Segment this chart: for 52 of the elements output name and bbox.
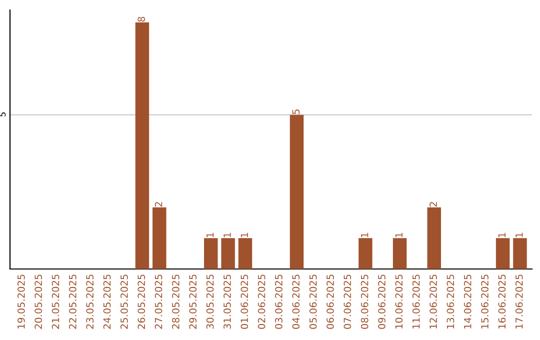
bar: [152, 207, 166, 269]
x-tick-label: 24.05.2025: [103, 274, 111, 329]
data-label: 1: [206, 232, 214, 238]
data-label: 8: [138, 16, 146, 22]
x-tick-label: 19.05.2025: [17, 274, 25, 328]
x-tick-label: 06.06.2025: [326, 274, 334, 329]
x-tick-label: 17.06.2025: [515, 274, 523, 328]
bar: [427, 207, 441, 269]
x-tick-label: 22.05.2025: [69, 274, 76, 329]
x-tick-label: 12.06.2025: [430, 274, 437, 328]
x-tick-label: 04.06.2025: [292, 274, 300, 329]
data-label: 2: [430, 202, 437, 207]
x-tick-label: 28.05.2025: [172, 274, 180, 329]
bar: [204, 238, 218, 269]
x-tick-label: 13.06.2025: [446, 274, 454, 328]
data-label: 1: [498, 232, 506, 238]
x-tick-label: 05.06.2025: [309, 274, 317, 329]
x-tick-label: 02.06.2025: [258, 274, 266, 329]
bar: [135, 22, 150, 269]
x-tick-label: 31.05.2025: [224, 274, 231, 329]
data-label: 1: [240, 232, 248, 238]
x-tick-label: 11.06.2025: [412, 274, 420, 328]
x-tick-label: 07.06.2025: [344, 274, 352, 329]
x-tick-label: 10.06.2025: [395, 274, 403, 328]
data-label: 1: [516, 232, 523, 238]
bar: [290, 114, 304, 269]
x-tick-label: 27.05.2025: [154, 274, 162, 329]
data-label: 1: [395, 232, 402, 238]
bar: [392, 238, 407, 269]
x-tick-label: 03.06.2025: [275, 274, 282, 329]
x-tick-label: 26.05.2025: [138, 274, 146, 329]
x-tick-label: 23.05.2025: [86, 274, 94, 329]
x-tick-label: 15.06.2025: [481, 274, 488, 328]
data-label: 2: [154, 202, 162, 207]
x-tick-label: 01.06.2025: [240, 274, 248, 329]
x-tick-label: 21.05.2025: [52, 274, 60, 329]
x-tick-label: 16.06.2025: [498, 274, 506, 328]
data-label: 1: [224, 232, 231, 238]
bar: [358, 238, 372, 269]
x-tick-label: 30.05.2025: [206, 274, 214, 329]
x-tick-label: 14.06.2025: [464, 274, 472, 328]
bar: [238, 238, 252, 269]
bar: [221, 238, 235, 269]
x-tick-label: 08.06.2025: [360, 274, 368, 329]
x-tick-label: 09.06.2025: [378, 274, 386, 329]
data-label: 5: [292, 109, 300, 114]
x-tick-label: 20.05.2025: [34, 274, 42, 329]
x-tick-label: 25.05.2025: [120, 274, 128, 329]
x-tick-label: 29.05.2025: [189, 274, 197, 329]
bar: [513, 238, 527, 269]
data-label: 1: [361, 232, 368, 238]
bar: [496, 238, 510, 269]
